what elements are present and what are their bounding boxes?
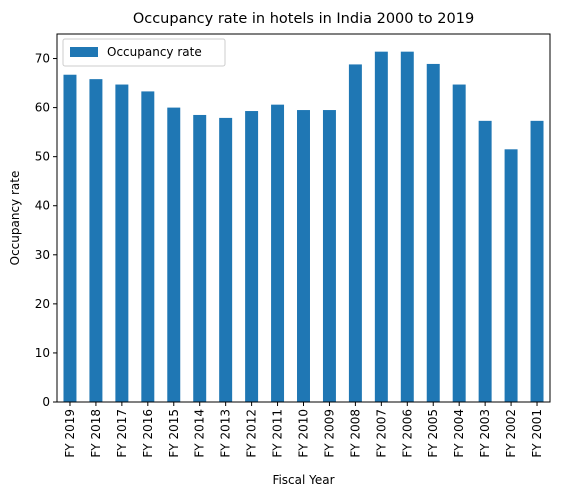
bar	[63, 74, 77, 402]
x-tick-label: FY 2003	[478, 409, 492, 458]
x-tick-label: FY 2009	[322, 409, 336, 458]
y-tick-label: 0	[42, 395, 50, 409]
bar	[271, 104, 285, 402]
bar	[504, 149, 518, 402]
bar	[322, 110, 336, 402]
y-axis-label: Occupancy rate	[8, 171, 22, 266]
bars-group	[63, 51, 544, 403]
bar	[89, 79, 103, 403]
bar	[141, 91, 155, 403]
bar	[530, 120, 544, 403]
bar	[193, 114, 207, 403]
y-tick-label: 20	[35, 297, 50, 311]
legend-label: Occupancy rate	[107, 45, 202, 59]
x-tick-label: FY 2012	[245, 409, 259, 458]
chart-title: Occupancy rate in hotels in India 2000 t…	[133, 11, 474, 27]
bar	[374, 51, 388, 402]
bar	[245, 111, 259, 402]
x-tick-label: FY 2014	[193, 409, 207, 458]
y-tick-label: 30	[35, 248, 50, 262]
legend: Occupancy rate	[62, 38, 226, 67]
x-tick-label: FY 2019	[63, 409, 77, 458]
x-tick-label: FY 2013	[219, 409, 233, 458]
x-tick-label: FY 2015	[167, 409, 181, 458]
bar	[115, 84, 129, 402]
y-tick-label: 10	[35, 346, 50, 360]
x-tick-label: FY 2007	[374, 409, 388, 458]
y-tick-label: 40	[35, 199, 50, 213]
x-axis: FY 2019 FY 2018 FY 2017 FY 2016 FY 2015 FY 20…	[63, 402, 544, 458]
bar	[297, 110, 310, 402]
bar	[348, 64, 362, 403]
y-tick-label: 50	[35, 150, 50, 164]
bar	[167, 107, 181, 402]
legend-box	[62, 38, 226, 67]
y-axis: 0 10 20 30 40 50 60 70	[35, 52, 57, 409]
x-tick-label: FY 2001	[530, 409, 544, 458]
x-tick-label: FY 2010	[297, 409, 311, 458]
x-tick-label: FY 2011	[271, 409, 285, 458]
x-tick-label: FY 2006	[400, 409, 414, 458]
x-tick-label: FY 2004	[452, 409, 466, 458]
x-tick-label: FY 2005	[426, 409, 440, 458]
x-tick-label: FY 2008	[348, 409, 362, 458]
bar	[452, 84, 466, 402]
bar	[426, 63, 440, 403]
y-tick-label: 70	[35, 52, 50, 66]
bar	[219, 117, 233, 403]
x-tick-label: FY 2002	[504, 409, 518, 458]
legend-swatch	[70, 47, 98, 57]
x-axis-label: Fiscal Year	[272, 473, 334, 487]
x-tick-label: FY 2016	[141, 409, 155, 458]
x-tick-label: FY 2017	[115, 409, 129, 458]
bar	[400, 51, 414, 402]
x-tick-label: FY 2018	[89, 409, 103, 458]
bar	[478, 120, 492, 403]
y-tick-label: 60	[35, 101, 50, 115]
